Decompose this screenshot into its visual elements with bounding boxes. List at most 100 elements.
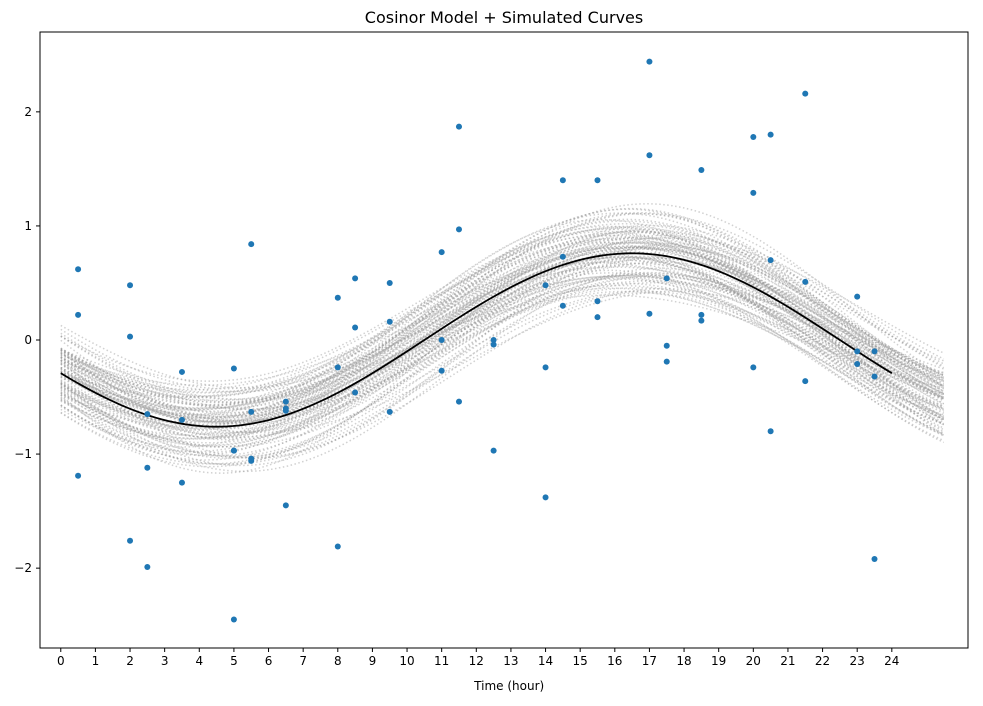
simulated-curve: [60, 290, 945, 448]
data-point: [854, 360, 861, 367]
data-point: [75, 311, 82, 318]
data-point: [802, 378, 809, 385]
x-tick-label: 24: [884, 654, 899, 668]
simulated-curve: [60, 246, 945, 438]
data-point: [854, 348, 861, 355]
simulated-curve: [60, 255, 945, 440]
simulated-curve: [60, 246, 945, 425]
data-point: [230, 616, 237, 623]
simulated-curve: [60, 208, 945, 435]
data-point: [559, 302, 566, 309]
data-point: [438, 367, 445, 374]
simulated-curve: [60, 211, 945, 390]
data-points-layer: [75, 58, 878, 623]
data-point: [663, 275, 670, 282]
simulated-curve: [60, 225, 945, 412]
simulated-curve: [60, 242, 945, 423]
data-point: [767, 257, 774, 264]
data-point: [871, 348, 878, 355]
x-tick-label: 3: [161, 654, 169, 668]
x-axis-ticks: 0 1 2 3 4 5 6 7 8 9 10 11 12 13 14 15 16 17 18 19 20 21 22 23 24: [57, 648, 899, 668]
data-point: [594, 298, 601, 305]
simulated-curve: [60, 275, 945, 439]
simulated-curve: [60, 227, 945, 430]
data-point: [646, 310, 653, 317]
data-point: [594, 177, 601, 184]
data-point: [698, 317, 705, 324]
simulated-curve: [60, 274, 945, 416]
y-tick-label: 0: [24, 333, 32, 347]
simulated-curve: [60, 218, 945, 419]
data-point: [334, 543, 341, 550]
data-point: [352, 389, 359, 396]
x-tick-label: 21: [780, 654, 795, 668]
data-point: [646, 152, 653, 159]
data-point: [750, 189, 757, 196]
simulated-curve: [60, 207, 945, 423]
simulated-curve: [60, 244, 945, 422]
simulated-curve: [60, 203, 945, 419]
data-point: [594, 314, 601, 321]
simulated-curve: [60, 256, 945, 454]
x-tick-label: 2: [126, 654, 134, 668]
simulated-curves-layer: [60, 203, 945, 474]
simulated-curve: [60, 253, 945, 423]
data-point: [127, 333, 134, 340]
simulated-curve: [60, 259, 945, 457]
simulated-curve: [60, 240, 945, 404]
data-point: [75, 472, 82, 479]
simulated-curve: [60, 241, 945, 398]
data-point: [248, 241, 255, 248]
simulated-curve: [60, 237, 945, 420]
simulated-curve: [60, 246, 945, 418]
data-point: [455, 398, 462, 405]
data-point: [352, 275, 359, 282]
data-point: [854, 293, 861, 300]
data-point: [802, 90, 809, 97]
simulated-curve: [60, 271, 945, 423]
y-tick-label: 2: [24, 105, 32, 119]
simulated-curve: [60, 220, 945, 406]
x-tick-label: 17: [642, 654, 657, 668]
data-point: [178, 368, 185, 375]
data-point: [871, 556, 878, 563]
simulated-curve: [60, 290, 945, 444]
data-point: [750, 133, 757, 140]
simulated-curve: [60, 272, 945, 431]
simulated-curve: [60, 262, 945, 440]
data-point: [127, 282, 134, 289]
data-point: [871, 373, 878, 380]
simulated-curve: [60, 245, 945, 447]
simulated-curve: [60, 261, 945, 411]
simulated-curve: [60, 257, 945, 467]
chart-title: Cosinor Model + Simulated Curves: [365, 8, 643, 27]
simulated-curve: [60, 287, 944, 430]
data-point: [282, 405, 289, 412]
simulated-curve: [60, 230, 945, 474]
data-point: [490, 337, 497, 343]
x-tick-label: 6: [265, 654, 273, 668]
data-point: [144, 564, 151, 571]
data-point: [698, 311, 705, 318]
x-tick-label: 20: [746, 654, 761, 668]
data-point: [750, 364, 757, 371]
data-point: [352, 324, 359, 331]
data-point: [646, 58, 653, 65]
simulated-curve: [60, 248, 945, 441]
x-tick-label: 7: [299, 654, 307, 668]
x-tick-label: 10: [399, 654, 414, 668]
simulated-curve: [60, 239, 945, 391]
simulated-curve: [60, 224, 945, 400]
x-tick-label: 15: [573, 654, 588, 668]
simulated-curve: [60, 257, 944, 411]
data-point: [438, 337, 445, 343]
model-curve-layer: [60, 252, 893, 428]
data-point: [542, 282, 549, 289]
simulated-curve: [60, 256, 945, 414]
simulated-curve: [60, 280, 945, 393]
simulated-curve: [60, 255, 945, 434]
data-point: [334, 294, 341, 301]
data-point: [767, 428, 774, 435]
x-tick-label: 13: [503, 654, 518, 668]
